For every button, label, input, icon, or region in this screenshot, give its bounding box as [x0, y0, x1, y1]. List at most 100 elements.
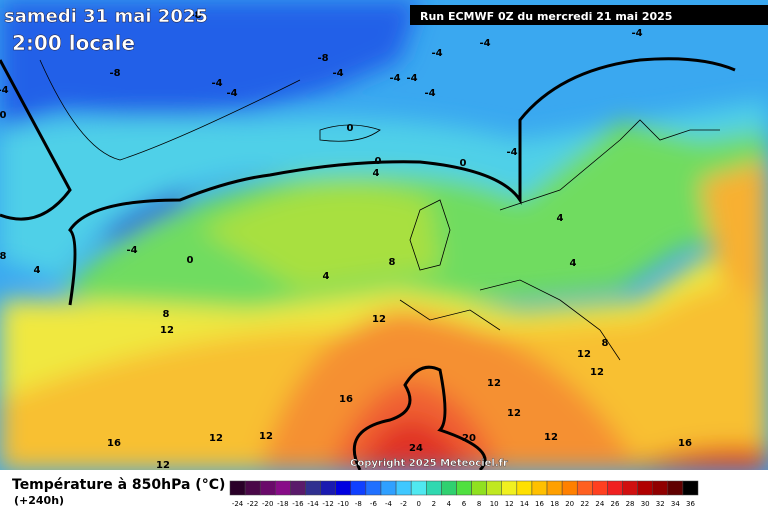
contour-label: -4 [431, 48, 442, 59]
contour-label: 12 [544, 432, 558, 443]
contour-label: 16 [339, 394, 353, 405]
colorbar-label: 22 [580, 500, 589, 508]
colorbar-label: 24 [595, 500, 604, 508]
color-swatch [652, 480, 669, 496]
contour-label: 4 [557, 213, 564, 224]
colorbar-label: -18 [277, 500, 288, 508]
contour-label: 0 [460, 158, 467, 169]
color-swatch [290, 480, 306, 496]
color-swatch [546, 480, 563, 496]
contour-label: 12 [209, 433, 223, 444]
contour-label: 0 [375, 156, 382, 167]
contour-label: -4 [0, 85, 9, 96]
contour-label: 4 [323, 271, 330, 282]
contour-label: 0 [0, 110, 7, 121]
colorbar-label: -24 [232, 500, 244, 508]
contour-label: 12 [507, 408, 521, 419]
color-swatch [441, 480, 457, 496]
color-swatch [380, 480, 397, 496]
contour-label: 8 [0, 251, 7, 262]
color-swatch [682, 480, 699, 496]
colorbar-label: -8 [355, 500, 362, 508]
contour-label: -4 [332, 68, 343, 79]
contour-label: 0 [187, 255, 194, 266]
color-swatch [410, 480, 427, 496]
color-swatch [335, 480, 352, 496]
color-swatch [395, 480, 412, 496]
contour-label: 16 [107, 438, 121, 449]
colorbar-label: 18 [550, 500, 559, 508]
contour-label: 8 [163, 309, 170, 320]
colorbar-label: -10 [338, 500, 349, 508]
contour-label: -4 [126, 245, 137, 256]
copyright: Copyright 2025 Meteociel.fr [350, 458, 508, 469]
contour-label: 4 [373, 168, 380, 179]
colorbar-label: -16 [292, 500, 304, 508]
contour-label: 12 [577, 349, 591, 360]
color-swatch [516, 480, 533, 496]
color-swatch [320, 480, 336, 496]
color-swatch [471, 480, 487, 496]
color-swatch [456, 480, 472, 496]
contour-label: -4 [389, 73, 400, 84]
color-swatch [259, 480, 276, 496]
colorbar-label: 10 [490, 500, 499, 508]
contour-labels: -8-8-4-4-8-4-4-4-4-4-4-40040-4-40480-448… [0, 10, 692, 471]
colorbar-label: 30 [641, 500, 650, 508]
colorbar-label: 34 [671, 500, 680, 508]
lead-time: (+240h) [14, 494, 64, 507]
contour-label: 12 [487, 378, 501, 389]
colorbar-label: -20 [262, 500, 273, 508]
color-swatch [501, 480, 518, 496]
colorbar-label: -14 [307, 500, 319, 508]
colorbar-label: 12 [505, 500, 514, 508]
contour-label: 12 [259, 431, 273, 442]
colorbar-label: -12 [322, 500, 333, 508]
contour-label: 12 [156, 460, 170, 471]
contour-label: -4 [506, 147, 517, 158]
color-swatch [592, 480, 608, 496]
colorbar-label: -4 [385, 500, 393, 508]
color-swatch [275, 480, 291, 496]
contour-label: 0 [347, 123, 354, 134]
time: 2:00 locale [12, 31, 135, 55]
colorbar-label: 8 [477, 500, 481, 508]
colorbar-label: 26 [611, 500, 620, 508]
color-swatch [576, 480, 593, 496]
color-swatch [426, 480, 442, 496]
contour-label: 12 [372, 314, 386, 325]
color-swatch [486, 480, 502, 496]
contour-label: 4 [34, 265, 41, 276]
colorbar-label: 28 [626, 500, 635, 508]
contour-label: 12 [590, 367, 604, 378]
colorbar-label: 16 [535, 500, 544, 508]
contour-label: -4 [211, 78, 222, 89]
contour-label: -4 [479, 38, 490, 49]
contour-label: -4 [406, 73, 417, 84]
colorbar-label: 36 [686, 500, 695, 508]
contour-label: 12 [160, 325, 174, 336]
contour-label: 20 [462, 433, 476, 444]
contour-label: 8 [602, 338, 609, 349]
colorbar-label: 14 [520, 500, 529, 508]
colorbar-label: 20 [565, 500, 574, 508]
colorbar-label: 6 [462, 500, 467, 508]
colorbar: -24 -22 -20 -18 -16 -14 -12 -10 -8 -6 -4 -2 0 2 4 6 8 10 1… [229, 480, 699, 508]
colorbar-label: 32 [656, 500, 665, 508]
contour-label: 4 [570, 258, 577, 269]
colorbar-label: 0 [416, 500, 420, 508]
contour-label: -4 [631, 28, 642, 39]
color-swatch [229, 480, 246, 496]
run: Run ECMWF 0Z du mercredi 21 mai 2025 [420, 10, 672, 23]
color-swatch [244, 480, 261, 496]
contour-label: 16 [678, 438, 692, 449]
contour-label: -8 [109, 68, 120, 79]
colorbar-label: -6 [370, 500, 378, 508]
color-swatch [531, 480, 548, 496]
contour-label: -4 [424, 88, 435, 99]
color-swatch [607, 480, 623, 496]
legend-title: Température à 850hPa (°C) [12, 477, 225, 493]
color-swatch [350, 480, 367, 496]
color-swatch [667, 480, 684, 496]
